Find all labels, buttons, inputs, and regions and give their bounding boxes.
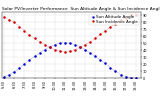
- Legend: Sun Altitude Angle, Sun Incidence Angle: Sun Altitude Angle, Sun Incidence Angle: [89, 14, 139, 25]
- Sun Incidence Angle: [23, 30, 25, 31]
- Sun Incidence Angle: [94, 38, 96, 39]
- Text: Solar PV/Inverter Performance  Sun Altitude Angle & Sun Incidence Angle on PV Pa: Solar PV/Inverter Performance Sun Altitu…: [2, 7, 160, 11]
- Sun Altitude Angle: [34, 56, 36, 57]
- Sun Altitude Angle: [130, 77, 132, 79]
- Sun Incidence Angle: [59, 50, 61, 52]
- Sun Incidence Angle: [69, 50, 71, 52]
- Sun Altitude Angle: [125, 76, 127, 77]
- Sun Altitude Angle: [135, 77, 137, 79]
- Sun Incidence Angle: [44, 44, 46, 45]
- Sun Altitude Angle: [44, 49, 46, 50]
- Sun Altitude Angle: [39, 52, 40, 54]
- Sun Altitude Angle: [64, 42, 66, 43]
- Sun Incidence Angle: [84, 44, 86, 45]
- Sun Altitude Angle: [54, 44, 56, 45]
- Line: Sun Incidence Angle: Sun Incidence Angle: [4, 15, 136, 52]
- Sun Altitude Angle: [94, 56, 96, 57]
- Sun Incidence Angle: [34, 38, 36, 39]
- Sun Incidence Angle: [109, 27, 111, 28]
- Sun Altitude Angle: [74, 44, 76, 45]
- Sun Altitude Angle: [69, 43, 71, 44]
- Sun Incidence Angle: [49, 47, 51, 48]
- Sun Altitude Angle: [115, 70, 116, 72]
- Sun Altitude Angle: [89, 52, 91, 54]
- Sun Incidence Angle: [115, 23, 116, 24]
- Sun Altitude Angle: [49, 46, 51, 47]
- Sun Incidence Angle: [54, 49, 56, 50]
- Sun Incidence Angle: [74, 49, 76, 50]
- Sun Altitude Angle: [28, 59, 30, 60]
- Sun Incidence Angle: [18, 26, 20, 27]
- Sun Incidence Angle: [135, 15, 137, 16]
- Sun Altitude Angle: [3, 76, 5, 77]
- Sun Incidence Angle: [79, 47, 81, 48]
- Sun Incidence Angle: [39, 41, 40, 42]
- Sun Altitude Angle: [59, 43, 61, 44]
- Sun Incidence Angle: [8, 19, 10, 20]
- Sun Altitude Angle: [8, 74, 10, 75]
- Sun Incidence Angle: [89, 41, 91, 42]
- Sun Altitude Angle: [18, 68, 20, 69]
- Sun Altitude Angle: [84, 49, 86, 50]
- Sun Altitude Angle: [109, 67, 111, 68]
- Sun Incidence Angle: [64, 51, 66, 52]
- Sun Altitude Angle: [120, 74, 121, 75]
- Sun Incidence Angle: [3, 16, 5, 18]
- Sun Incidence Angle: [28, 34, 30, 36]
- Sun Incidence Angle: [99, 34, 101, 35]
- Sun Altitude Angle: [23, 64, 25, 65]
- Sun Altitude Angle: [79, 46, 81, 47]
- Sun Incidence Angle: [120, 20, 121, 21]
- Line: Sun Altitude Angle: Sun Altitude Angle: [4, 42, 136, 79]
- Sun Incidence Angle: [125, 17, 127, 18]
- Sun Altitude Angle: [104, 63, 106, 64]
- Sun Incidence Angle: [130, 15, 132, 16]
- Sun Altitude Angle: [13, 71, 15, 72]
- Sun Incidence Angle: [13, 22, 15, 23]
- Sun Incidence Angle: [104, 30, 106, 31]
- Sun Altitude Angle: [99, 59, 101, 60]
